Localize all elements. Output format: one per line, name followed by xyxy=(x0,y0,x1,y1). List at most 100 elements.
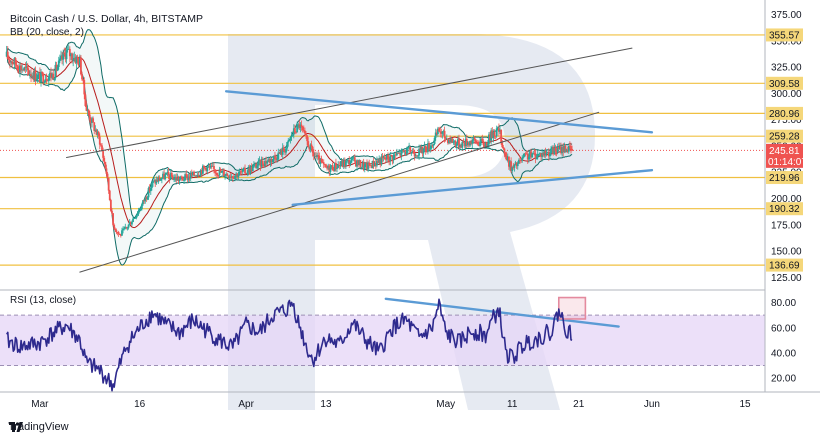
candle xyxy=(53,77,56,82)
channel-trendline[interactable] xyxy=(79,111,600,273)
candle xyxy=(9,59,11,69)
candle xyxy=(340,158,343,166)
candle xyxy=(127,224,130,230)
level-price-tag: 136.69 xyxy=(769,261,800,272)
candle xyxy=(463,142,466,148)
candle xyxy=(64,48,67,63)
candle xyxy=(483,142,486,148)
candle xyxy=(570,142,572,154)
time-tick-label: 15 xyxy=(739,399,751,410)
candle xyxy=(203,165,205,172)
time-tick-label: 11 xyxy=(507,399,518,410)
candle xyxy=(373,161,376,167)
time-tick-label: Apr xyxy=(238,399,254,410)
candle xyxy=(443,126,446,143)
candle xyxy=(264,158,266,168)
candle xyxy=(91,116,93,128)
rsi-trendline[interactable] xyxy=(384,297,620,328)
candle xyxy=(153,176,156,182)
candle xyxy=(74,54,77,64)
candle xyxy=(80,54,82,76)
candle xyxy=(333,162,336,172)
candle xyxy=(507,156,510,170)
candle xyxy=(104,161,107,169)
candle xyxy=(533,149,536,156)
candle xyxy=(199,168,202,178)
candle xyxy=(90,117,92,128)
candle xyxy=(68,46,71,63)
candle xyxy=(461,140,464,150)
triangle-trendline[interactable] xyxy=(224,90,654,134)
price-tick-label: 275.00 xyxy=(771,115,802,126)
candle xyxy=(298,120,301,130)
bb-lower-band xyxy=(6,51,573,266)
candle xyxy=(146,195,149,201)
candle xyxy=(315,151,317,159)
candle xyxy=(502,144,505,150)
candle xyxy=(198,174,201,176)
candle xyxy=(338,161,341,170)
candle xyxy=(297,122,300,130)
trendlines[interactable] xyxy=(66,47,654,328)
candle xyxy=(159,177,162,181)
candle xyxy=(485,141,488,147)
candle xyxy=(55,61,58,76)
candle xyxy=(61,51,63,65)
candle xyxy=(366,159,368,172)
candle xyxy=(550,146,552,156)
candle xyxy=(383,153,386,160)
candle xyxy=(32,70,35,82)
candle xyxy=(101,143,103,152)
level-price-tag: 259.28 xyxy=(769,132,800,143)
triangle-trendline[interactable] xyxy=(291,168,654,207)
candle xyxy=(422,148,425,158)
candle xyxy=(496,126,499,131)
candle xyxy=(379,157,382,168)
candle xyxy=(119,233,122,238)
candle xyxy=(247,165,250,176)
candle xyxy=(398,148,401,154)
candle xyxy=(285,147,287,156)
candle xyxy=(322,159,325,169)
candle xyxy=(418,144,420,160)
time-tick-label: Jun xyxy=(644,399,660,410)
candle xyxy=(312,149,315,161)
candle xyxy=(162,171,164,179)
candle xyxy=(71,52,73,64)
candle xyxy=(504,151,507,160)
candle xyxy=(25,61,28,72)
candle xyxy=(359,159,362,169)
candle xyxy=(370,164,373,169)
candle xyxy=(517,158,520,164)
rsi-highlight-box[interactable] xyxy=(557,296,587,320)
candle xyxy=(209,162,212,169)
candle xyxy=(12,61,15,65)
candle xyxy=(511,165,514,174)
level-price-tag-bg xyxy=(766,202,803,216)
candle xyxy=(51,72,54,80)
candle xyxy=(400,148,403,161)
candle xyxy=(166,169,169,177)
candle xyxy=(22,68,25,72)
candle xyxy=(356,159,358,171)
price-tick-label: 375.00 xyxy=(771,10,802,21)
tradingview-branding[interactable]: TradingView xyxy=(8,421,69,433)
price-tick-label: 300.00 xyxy=(771,89,802,100)
candle xyxy=(186,174,189,183)
candle xyxy=(292,124,295,139)
candle xyxy=(206,165,209,175)
candle xyxy=(468,141,470,148)
candle xyxy=(302,125,305,133)
candle xyxy=(341,159,344,168)
candle xyxy=(180,175,183,181)
candle xyxy=(405,146,408,156)
time-tick-label: May xyxy=(436,399,455,410)
candle xyxy=(126,226,129,231)
candle xyxy=(169,168,172,181)
candle xyxy=(184,173,187,182)
candle xyxy=(541,148,544,162)
candle xyxy=(453,140,456,146)
candle xyxy=(67,44,70,50)
candle xyxy=(471,139,474,149)
